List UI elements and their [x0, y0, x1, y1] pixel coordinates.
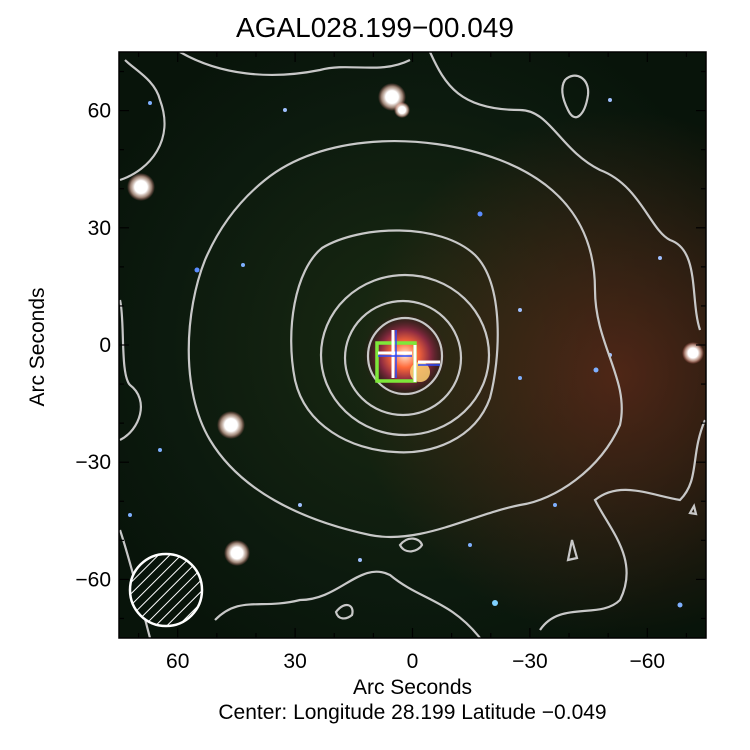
bright-star [217, 411, 245, 439]
x-tick-label: 60 [166, 650, 189, 673]
contour-outer [119, 52, 706, 638]
contour-level [343, 299, 463, 417]
y-tick-labels: 60 30 0 −30 −60 [75, 100, 111, 592]
bright-star [127, 173, 155, 201]
y-axis-label: Arc Seconds [26, 287, 49, 407]
bright-star [224, 540, 250, 566]
tick-marks [119, 52, 706, 638]
x-tick-label: −60 [629, 650, 665, 673]
contours [119, 52, 706, 638]
field-stars [128, 98, 683, 608]
field-star [518, 308, 522, 312]
y-tick-label: 60 [88, 100, 111, 123]
contour-level [366, 316, 444, 396]
contour-level [290, 229, 499, 454]
bright-star [682, 342, 704, 364]
y-tick-label: −60 [75, 568, 111, 591]
contour-island [566, 539, 579, 562]
marker-cross [378, 330, 440, 382]
marker-cross-shadow [378, 330, 440, 378]
source-markers [375, 330, 440, 383]
contour-island [398, 537, 424, 553]
contour-level [319, 273, 491, 437]
image-title: AGAL028.199−00.049 [236, 12, 514, 43]
field-star [194, 267, 200, 273]
field-star [593, 367, 599, 373]
field-star [158, 448, 162, 452]
field-star [128, 513, 132, 517]
bright-stars [127, 83, 704, 566]
x-tick-label: 30 [283, 650, 306, 673]
x-tick-label: −30 [512, 650, 548, 673]
infrared-image [119, 52, 706, 638]
center-caption: Center: Longitude 28.199 Latitude −0.049 [218, 701, 607, 724]
field-star [283, 108, 287, 112]
x-tick-labels: 60 30 0 −30 −60 [166, 650, 665, 673]
field-star [148, 101, 152, 105]
y-tick-label: 30 [88, 217, 111, 240]
x-axis-label: Arc Seconds [352, 676, 473, 699]
beam-hatched-circle [128, 552, 204, 628]
field-star [677, 602, 683, 608]
field-star [358, 558, 362, 562]
field-star [477, 211, 483, 217]
contour-island [688, 503, 698, 516]
contour-level [187, 139, 623, 539]
field-star [553, 503, 557, 507]
field-star [658, 256, 662, 260]
field-star [518, 376, 522, 380]
x-tick-label: 0 [407, 650, 419, 673]
bright-star [394, 102, 410, 118]
field-star [608, 98, 612, 102]
contour-island [334, 603, 354, 620]
y-tick-label: 0 [99, 334, 111, 357]
field-star [298, 503, 302, 507]
y-tick-label: −30 [75, 451, 111, 474]
field-star [468, 543, 472, 547]
field-star [492, 600, 498, 606]
contour-island [561, 74, 590, 119]
field-star [241, 263, 245, 267]
